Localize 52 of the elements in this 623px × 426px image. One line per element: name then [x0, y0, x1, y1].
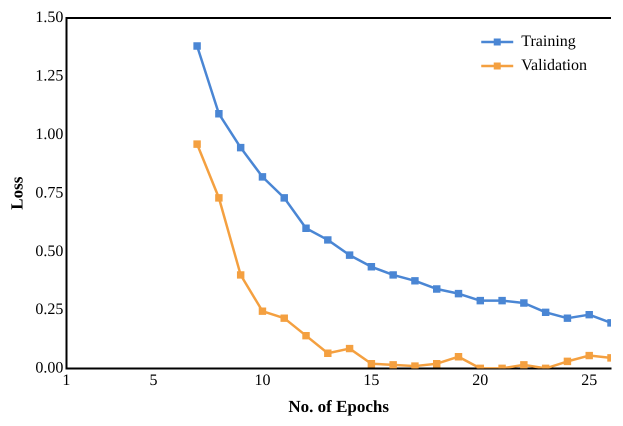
- point: [346, 251, 354, 259]
- point: [280, 194, 288, 202]
- point: [411, 277, 419, 285]
- x-tick-label: 10: [254, 372, 270, 390]
- y-axis-title: Loss: [8, 176, 27, 210]
- point: [542, 308, 550, 316]
- x-tick-label: 25: [581, 372, 598, 390]
- x-tick-label: 5: [150, 372, 158, 390]
- point: [258, 307, 266, 315]
- point: [193, 140, 201, 148]
- point: [368, 360, 376, 368]
- point: [454, 290, 462, 298]
- y-tick-label: 1.50: [35, 9, 64, 26]
- point: [215, 194, 223, 202]
- point: [302, 332, 310, 340]
- point: [411, 362, 419, 368]
- y-tick-label: 1.00: [35, 126, 64, 144]
- point: [498, 296, 506, 304]
- y-tick-label: 0.25: [35, 301, 64, 318]
- point: [236, 144, 244, 152]
- point: [454, 352, 462, 360]
- point: [280, 314, 288, 322]
- point: [564, 314, 572, 322]
- point: [433, 360, 440, 368]
- x-tick-label: 20: [472, 372, 488, 390]
- point: [324, 236, 332, 244]
- point: [236, 271, 244, 279]
- y-tick-label: 0.50: [35, 242, 64, 260]
- point: [520, 299, 528, 307]
- point: [389, 271, 397, 279]
- y-tick-label: 0.75: [35, 184, 64, 202]
- point: [346, 344, 354, 352]
- point: [476, 296, 484, 304]
- x-tick-label: 1: [62, 372, 70, 390]
- legend-label: Validation: [521, 57, 587, 74]
- y-tick-label: 1.25: [35, 68, 64, 85]
- point: [215, 110, 223, 118]
- x-axis-title: No. of Epochs: [288, 397, 390, 416]
- point: [368, 263, 376, 271]
- point: [520, 361, 528, 368]
- point: [585, 352, 593, 360]
- point: [564, 358, 572, 366]
- point: [302, 224, 310, 232]
- point: [585, 310, 593, 318]
- point: [193, 42, 201, 50]
- point: [389, 361, 397, 368]
- point: [258, 173, 266, 181]
- point: [433, 285, 440, 293]
- y-tick-label: 0.00: [35, 360, 64, 377]
- x-tick-label: 15: [363, 372, 380, 390]
- legend-label: Training: [521, 33, 576, 50]
- point: [324, 349, 332, 357]
